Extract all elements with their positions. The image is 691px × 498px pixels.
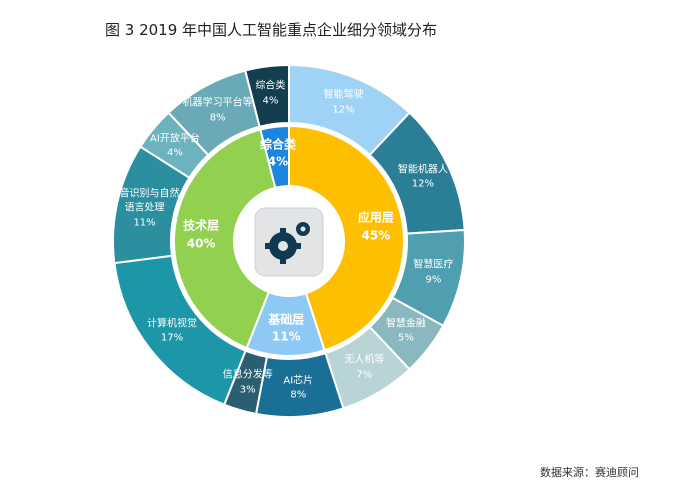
value-label: 40% [186, 236, 216, 251]
inner-label: 综合类 4% [243, 136, 313, 171]
outer-label: 智慧医疗 9% [398, 259, 468, 288]
category-label: 综合类 [259, 137, 296, 152]
category-label: 计算机视觉 [147, 318, 198, 330]
outer-label: 信息分发等 3% [213, 369, 283, 398]
outer-label: AI芯片 8% [263, 374, 333, 403]
category-label: 应用层 [357, 210, 394, 225]
outer-label: 智能机器人 12% [388, 163, 458, 192]
chart-title: 图 3 2019 年中国人工智能重点企业细分领域分布 [105, 21, 438, 39]
outer-label: 无人机等 7% [329, 354, 399, 383]
category-label: 智慧金融 [385, 318, 426, 330]
category-label: 语音识别与自然语言处理 [109, 187, 180, 214]
category-label: 智能机器人 [397, 164, 448, 176]
category-label: 综合类 [255, 80, 286, 92]
value-label: 12% [411, 178, 435, 190]
outer-label: 智能驾驶 12% [308, 89, 378, 118]
value-label: 9% [425, 274, 442, 286]
inner-label: 基础层 11% [251, 312, 321, 347]
category-label: 信息分发等 [222, 369, 273, 381]
value-label: 5% [398, 332, 414, 344]
category-label: AI芯片 [283, 375, 314, 387]
outer-segment [244, 63, 290, 128]
outer-label: 语音识别与自然语言处理 11% [110, 187, 180, 231]
outer-label: 综合类 4% [235, 80, 305, 109]
category-label: 智能驾驶 [323, 89, 364, 101]
inner-label: 技术层 40% [166, 218, 236, 253]
value-label: 3% [239, 384, 256, 396]
value-label: 11% [271, 329, 301, 344]
value-label: 4% [262, 95, 279, 107]
outer-label: 智慧金融 5% [371, 317, 441, 346]
value-label: 4% [267, 154, 289, 169]
outer-label: 计算机视觉 17% [137, 317, 207, 346]
category-label: 智慧医疗 [413, 259, 454, 271]
category-label: 基础层 [268, 312, 305, 327]
source-note: 数据来源：赛迪顾问 [540, 466, 639, 479]
value-label: 11% [133, 216, 156, 228]
gear-icon [254, 207, 324, 277]
value-label: 4% [167, 147, 183, 159]
category-label: 技术层 [183, 219, 220, 234]
value-label: 17% [160, 332, 184, 344]
outer-label: AI开放平台 4% [140, 132, 210, 161]
outer-label: 机器学习平台等 8% [183, 97, 253, 126]
category-label: AI开放平台 [150, 133, 200, 145]
value-label: 12% [332, 104, 355, 116]
value-label: 7% [356, 369, 373, 381]
value-label: 8% [209, 112, 226, 124]
value-label: 8% [290, 389, 307, 401]
rings [112, 63, 466, 418]
category-label: 机器学习平台等 [182, 97, 253, 109]
value-label: 45% [361, 228, 391, 243]
category-label: 无人机等 [344, 354, 385, 366]
inner-label: 应用层 45% [341, 210, 411, 245]
